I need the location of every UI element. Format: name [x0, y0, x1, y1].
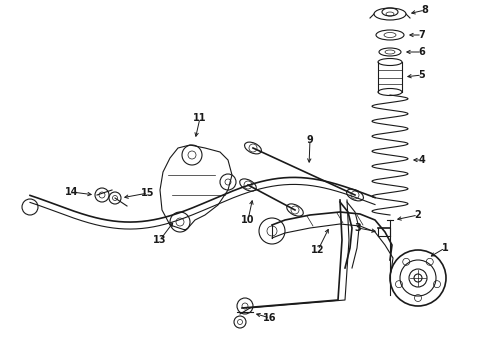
Text: 14: 14 — [65, 187, 79, 197]
Text: 16: 16 — [263, 313, 277, 323]
Text: 5: 5 — [418, 70, 425, 80]
Text: 12: 12 — [311, 245, 325, 255]
Text: 9: 9 — [307, 135, 314, 145]
Text: 7: 7 — [418, 30, 425, 40]
Text: 6: 6 — [418, 47, 425, 57]
Text: 1: 1 — [441, 243, 448, 253]
Text: 10: 10 — [241, 215, 255, 225]
Text: 11: 11 — [193, 113, 207, 123]
Text: 13: 13 — [153, 235, 167, 245]
Text: 4: 4 — [418, 155, 425, 165]
Text: 15: 15 — [141, 188, 155, 198]
Text: 8: 8 — [421, 5, 428, 15]
Text: 3: 3 — [355, 223, 361, 233]
Circle shape — [414, 274, 422, 282]
Text: 2: 2 — [415, 210, 421, 220]
